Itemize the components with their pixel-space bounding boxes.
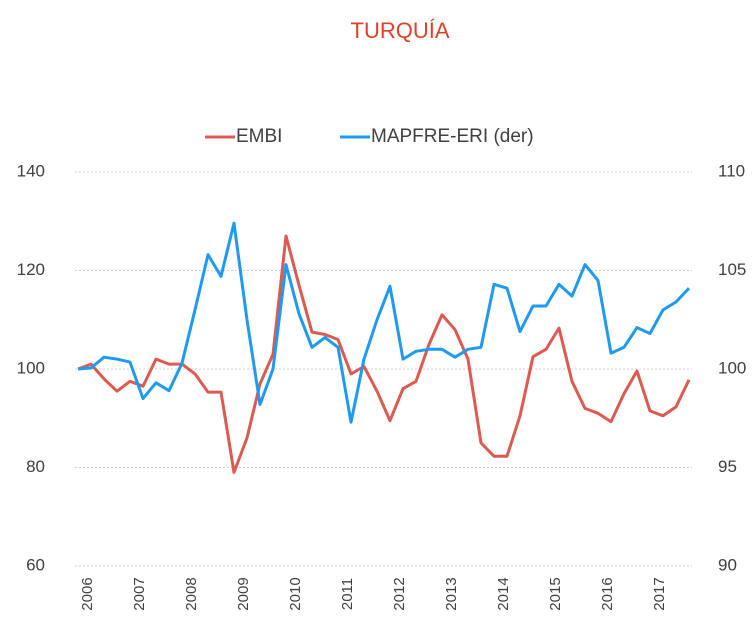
y2-tick-label: 100 [718,358,746,377]
x-tick-label: 2014 [495,577,512,610]
x-tick-label: 2016 [599,577,616,610]
y-tick-label: 120 [17,260,45,279]
line-series [77,234,691,474]
y2-tick-label: 110 [718,161,745,180]
x-tick-label: 2015 [547,577,564,610]
x-tick-label: 2006 [79,577,96,610]
y-tick-label: 80 [26,457,45,476]
x-tick-label: 2010 [287,577,304,610]
y2-tick-label: 90 [718,555,737,574]
x-tick-label: 2008 [183,577,200,610]
y-tick-label: 100 [17,358,45,377]
y-tick-label: 60 [26,555,45,574]
x-tick-label: 2009 [235,577,252,610]
legend-label: MAPFRE-ERI (der) [371,126,534,147]
x-tick-label: 2013 [443,577,460,610]
y2-tick-label: 105 [718,260,746,279]
x-tick-label: 2007 [131,577,148,610]
chart-title: TURQUÍA [351,18,450,43]
legend-label: EMBI [236,126,282,147]
line-series [77,221,691,424]
y-tick-label: 140 [17,161,45,180]
x-tick-label: 2017 [651,577,668,610]
y2-tick-label: 95 [718,457,737,476]
x-tick-label: 2011 [339,578,356,610]
x-tick-label: 2012 [391,577,408,610]
